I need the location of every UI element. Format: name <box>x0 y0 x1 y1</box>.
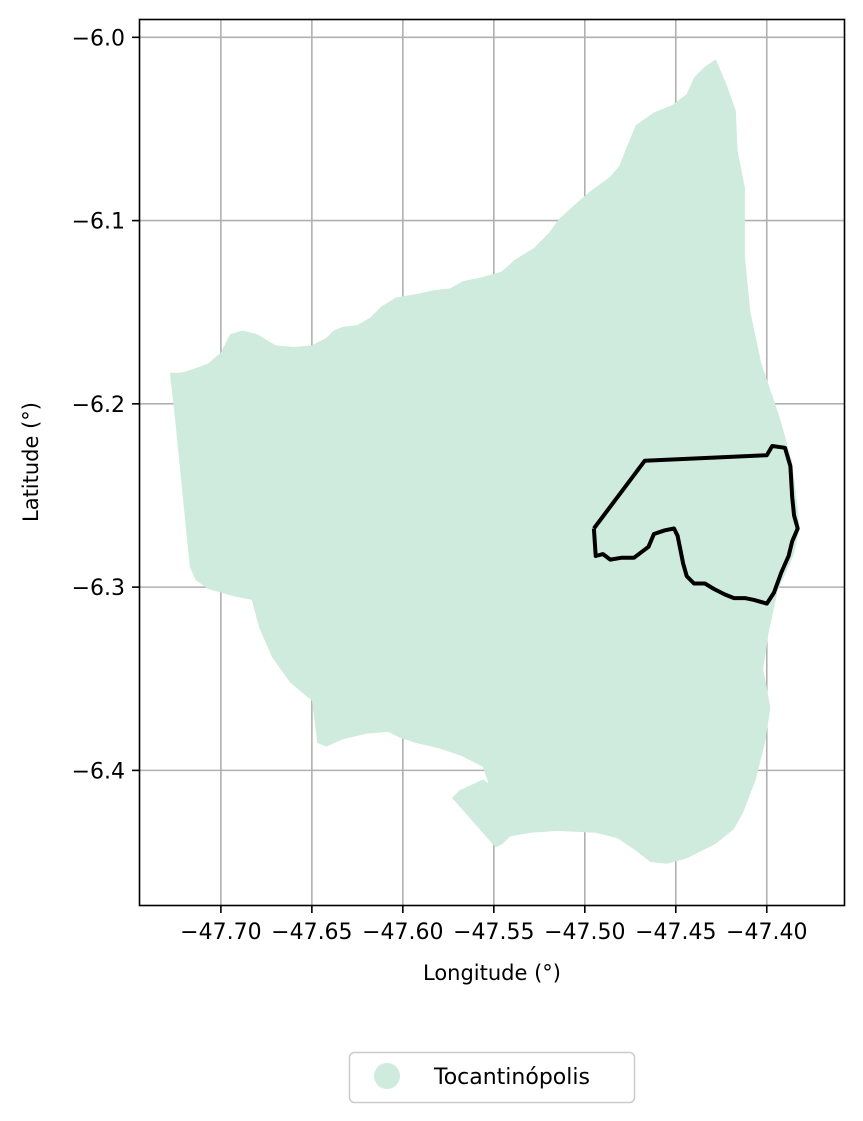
tocantinopolis-boundary-area <box>169 59 800 864</box>
urban-area-outline <box>591 444 800 606</box>
x-tick-label: −47.40 <box>726 920 807 945</box>
y-tick-label: −6.4 <box>72 759 125 784</box>
y-tick-label: −6.3 <box>72 576 125 601</box>
legend-box <box>348 1051 636 1104</box>
plot-frame <box>138 18 846 907</box>
x-axis-title: Longitude (°) <box>423 961 561 985</box>
y-tick-label: −6.1 <box>72 210 125 235</box>
y-tick-label: −6.0 <box>72 26 125 51</box>
x-tick-label: −47.70 <box>180 920 261 945</box>
y-axis-title: Latitude (°) <box>19 402 43 522</box>
legend-swatch-circle <box>374 1063 400 1089</box>
y-axis-ticks: −6.0 −6.1 −6.2 −6.3 −6.4 <box>72 26 139 784</box>
x-tick-label: −47.50 <box>544 920 625 945</box>
legend-entry-label: Tocantinópolis <box>433 1065 590 1090</box>
legend: Tocantinópolis <box>348 1051 636 1104</box>
x-tick-label: −47.65 <box>271 920 352 945</box>
x-tick-label: −47.45 <box>635 920 716 945</box>
x-tick-label: −47.55 <box>453 920 534 945</box>
x-tick-label: −47.60 <box>362 920 443 945</box>
y-tick-label: −6.2 <box>72 393 125 418</box>
x-axis-ticks: −47.70 −47.65 −47.60 −47.55 −47.50 −47.45 −47.… <box>180 906 807 945</box>
